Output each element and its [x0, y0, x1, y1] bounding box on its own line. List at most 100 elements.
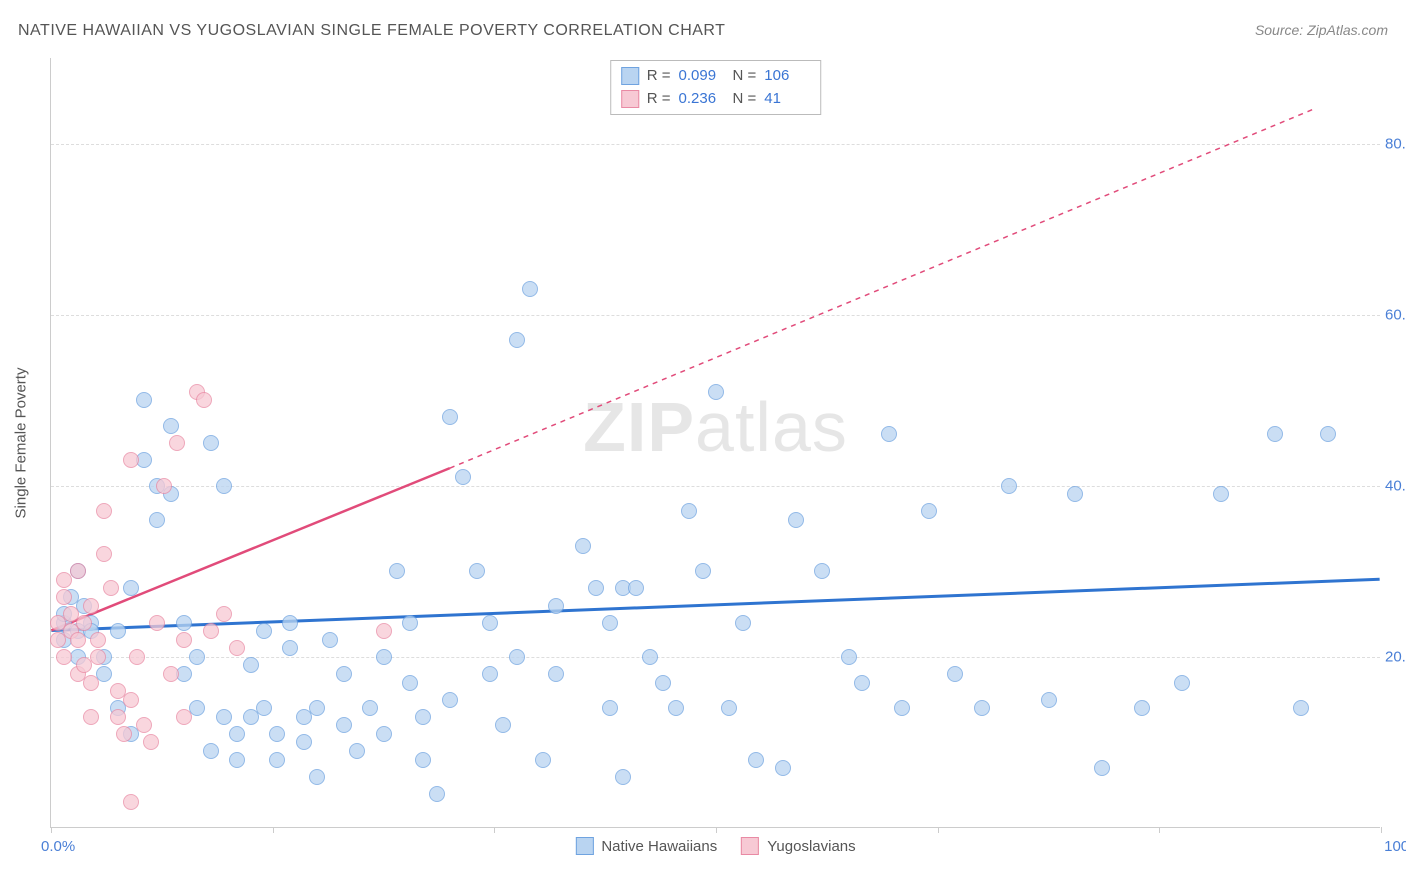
scatter-point-series-0	[123, 580, 139, 596]
scatter-point-series-0	[1041, 692, 1057, 708]
legend-item-0: Native Hawaiians	[575, 837, 717, 855]
scatter-point-series-1	[143, 734, 159, 750]
scatter-point-series-0	[163, 418, 179, 434]
scatter-point-series-0	[642, 649, 658, 665]
scatter-point-series-0	[376, 726, 392, 742]
x-tick	[494, 827, 495, 833]
scatter-point-series-0	[854, 675, 870, 691]
scatter-point-series-1	[103, 580, 119, 596]
scatter-point-series-0	[309, 769, 325, 785]
scatter-point-series-0	[894, 700, 910, 716]
scatter-point-series-0	[748, 752, 764, 768]
x-axis-max-label: 100.0%	[1384, 838, 1406, 855]
scatter-point-series-0	[921, 503, 937, 519]
scatter-point-series-0	[482, 666, 498, 682]
scatter-point-series-0	[1267, 426, 1283, 442]
chart-title: NATIVE HAWAIIAN VS YUGOSLAVIAN SINGLE FE…	[18, 22, 725, 40]
scatter-point-series-0	[402, 675, 418, 691]
y-axis-title: Single Female Poverty	[13, 367, 30, 518]
scatter-point-series-0	[469, 563, 485, 579]
scatter-point-series-0	[389, 563, 405, 579]
scatter-point-series-0	[256, 623, 272, 639]
scatter-point-series-1	[90, 649, 106, 665]
scatter-point-series-0	[974, 700, 990, 716]
scatter-point-series-1	[116, 726, 132, 742]
swatch-series-0	[575, 837, 593, 855]
scatter-point-series-0	[415, 752, 431, 768]
scatter-point-series-0	[189, 649, 205, 665]
stats-row-series-1: R =0.236 N =41	[621, 88, 811, 111]
swatch-series-0	[621, 67, 639, 85]
scatter-point-series-0	[708, 384, 724, 400]
scatter-point-series-1	[110, 709, 126, 725]
scatter-point-series-0	[282, 615, 298, 631]
scatter-point-series-1	[163, 666, 179, 682]
scatter-point-series-0	[575, 538, 591, 554]
scatter-point-series-0	[1320, 426, 1336, 442]
scatter-point-series-0	[429, 786, 445, 802]
scatter-point-series-0	[216, 478, 232, 494]
scatter-point-series-0	[615, 769, 631, 785]
scatter-point-series-0	[814, 563, 830, 579]
scatter-point-series-0	[535, 752, 551, 768]
scatter-point-series-1	[376, 623, 392, 639]
scatter-point-series-1	[83, 675, 99, 691]
scatter-point-series-1	[136, 717, 152, 733]
scatter-point-series-1	[123, 692, 139, 708]
scatter-point-series-0	[655, 675, 671, 691]
scatter-point-series-0	[256, 700, 272, 716]
legend-label-0: Native Hawaiians	[601, 838, 717, 855]
scatter-point-series-0	[735, 615, 751, 631]
scatter-point-series-0	[668, 700, 684, 716]
scatter-point-series-0	[1213, 486, 1229, 502]
scatter-point-series-0	[229, 752, 245, 768]
x-tick	[1159, 827, 1160, 833]
scatter-point-series-0	[269, 726, 285, 742]
gridline	[51, 315, 1380, 316]
source-attribution: Source: ZipAtlas.com	[1255, 22, 1388, 38]
scatter-point-series-1	[149, 615, 165, 631]
scatter-point-series-1	[70, 563, 86, 579]
scatter-point-series-0	[136, 392, 152, 408]
x-tick	[1381, 827, 1382, 833]
scatter-point-series-0	[376, 649, 392, 665]
scatter-point-series-0	[548, 598, 564, 614]
scatter-point-series-0	[336, 717, 352, 733]
scatter-point-series-0	[309, 700, 325, 716]
legend-item-1: Yugoslavians	[741, 837, 855, 855]
x-tick	[716, 827, 717, 833]
y-tick-label: 60.0%	[1385, 306, 1406, 323]
scatter-point-series-1	[56, 649, 72, 665]
scatter-point-series-0	[362, 700, 378, 716]
x-tick	[938, 827, 939, 833]
swatch-series-1	[621, 90, 639, 108]
scatter-point-series-0	[1094, 760, 1110, 776]
series-legend: Native Hawaiians Yugoslavians	[575, 837, 855, 855]
scatter-point-series-0	[1067, 486, 1083, 502]
scatter-point-series-1	[76, 615, 92, 631]
scatter-point-series-0	[509, 649, 525, 665]
scatter-point-series-0	[442, 692, 458, 708]
scatter-point-series-0	[269, 752, 285, 768]
scatter-point-series-0	[788, 512, 804, 528]
scatter-point-series-0	[522, 281, 538, 297]
scatter-point-series-0	[881, 426, 897, 442]
scatter-point-series-1	[123, 794, 139, 810]
scatter-point-series-0	[721, 700, 737, 716]
scatter-point-series-0	[841, 649, 857, 665]
plot-area: Single Female Poverty ZIPatlas 20.0%40.0…	[50, 58, 1380, 828]
scatter-point-series-0	[229, 726, 245, 742]
scatter-point-series-1	[96, 546, 112, 562]
scatter-point-series-0	[149, 512, 165, 528]
y-tick-label: 80.0%	[1385, 135, 1406, 152]
scatter-point-series-0	[1174, 675, 1190, 691]
scatter-point-series-0	[349, 743, 365, 759]
scatter-point-series-1	[90, 632, 106, 648]
scatter-point-series-0	[602, 700, 618, 716]
scatter-point-series-0	[322, 632, 338, 648]
stats-legend: R =0.099 N =106 R =0.236 N =41	[610, 60, 822, 115]
scatter-point-series-0	[110, 623, 126, 639]
scatter-point-series-0	[681, 503, 697, 519]
scatter-point-series-1	[56, 589, 72, 605]
scatter-point-series-0	[442, 409, 458, 425]
